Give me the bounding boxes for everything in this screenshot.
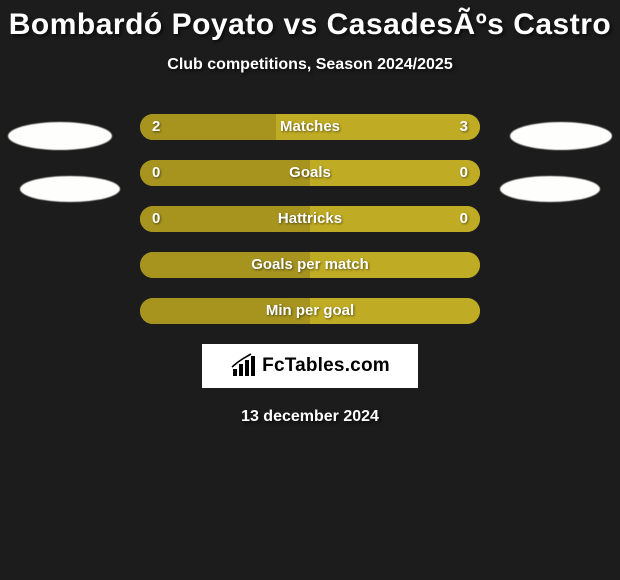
stat-row: Hattricks0 0 bbox=[140, 206, 480, 232]
stat-right-value: 0 bbox=[460, 160, 468, 186]
stat-row: Goals0 0 bbox=[140, 160, 480, 186]
decorative-ellipse bbox=[500, 176, 600, 202]
stat-label: Hattricks bbox=[140, 206, 480, 232]
page-subtitle: Club competitions, Season 2024/2025 bbox=[0, 56, 620, 74]
stat-right-value: 0 bbox=[460, 206, 468, 232]
logo-box: FcTables.com bbox=[202, 344, 418, 388]
stat-left-value: 0 bbox=[152, 160, 160, 186]
stat-row: Min per goal bbox=[140, 298, 480, 324]
comparison-infographic: Bombardó Poyato vs CasadesÃºs Castro Clu… bbox=[0, 0, 620, 580]
stat-left-value: 2 bbox=[152, 114, 160, 140]
date-text: 13 december 2024 bbox=[0, 408, 620, 426]
stat-label: Min per goal bbox=[140, 298, 480, 324]
decorative-ellipse bbox=[510, 122, 612, 150]
stat-label: Goals bbox=[140, 160, 480, 186]
decorative-ellipse bbox=[20, 176, 120, 202]
stat-left-value: 0 bbox=[152, 206, 160, 232]
stat-label: Goals per match bbox=[140, 252, 480, 278]
fctables-logo-icon bbox=[230, 353, 256, 379]
stat-label: Matches bbox=[140, 114, 480, 140]
stat-row: Matches2 3 bbox=[140, 114, 480, 140]
decorative-ellipse bbox=[8, 122, 112, 150]
stat-right-value: 3 bbox=[460, 114, 468, 140]
stat-row: Goals per match bbox=[140, 252, 480, 278]
logo-text: FcTables.com bbox=[262, 355, 390, 377]
page-title: Bombardó Poyato vs CasadesÃºs Castro bbox=[0, 0, 620, 42]
